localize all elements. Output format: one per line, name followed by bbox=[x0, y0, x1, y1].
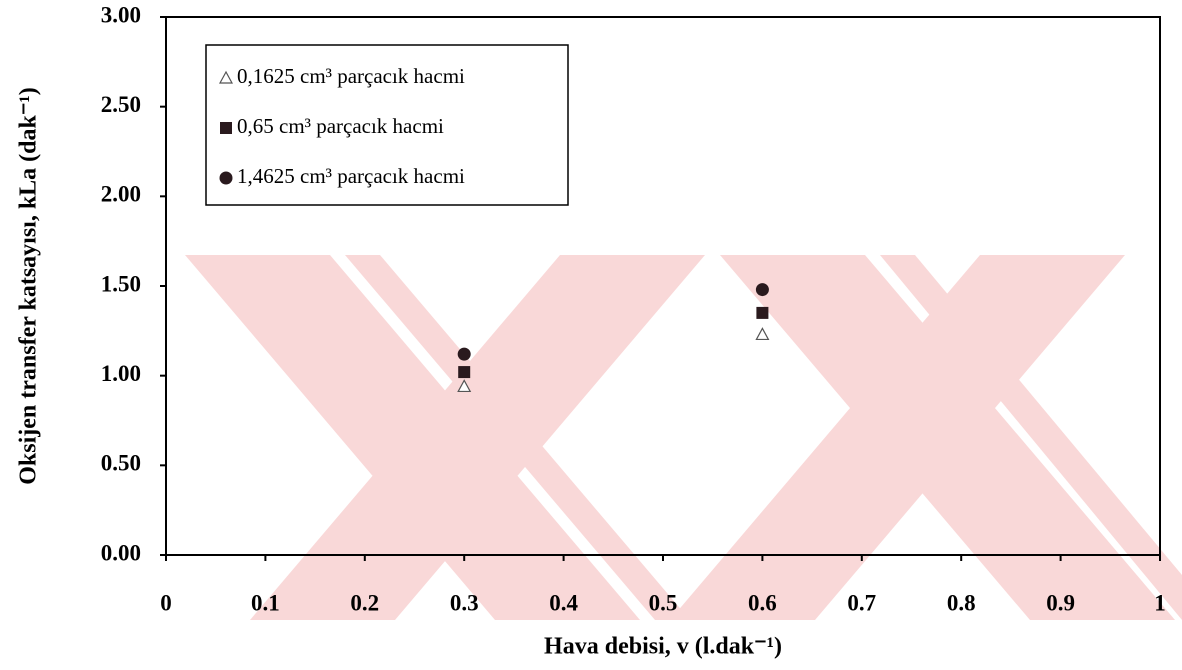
marker-circle bbox=[219, 171, 233, 185]
y-tick-label: 0.00 bbox=[101, 540, 141, 565]
legend-box bbox=[205, 44, 569, 206]
y-tick-label: 1.00 bbox=[101, 361, 141, 386]
y-tick-label: 0.50 bbox=[101, 451, 141, 476]
y-tick-label: 2.00 bbox=[101, 182, 141, 207]
marker-triangle bbox=[457, 379, 472, 393]
x-tick-label: 0.6 bbox=[748, 590, 777, 615]
legend-label: 1,4625 cm³ parçacık hacmi bbox=[237, 164, 465, 188]
marker-square bbox=[458, 366, 471, 379]
y-axis-title: Oksijen transfer katsayısı, kLa (dak⁻¹) bbox=[16, 87, 42, 484]
x-tick-label: 0.3 bbox=[450, 590, 479, 615]
legend-label: 0,1625 cm³ parçacık hacmi bbox=[237, 64, 465, 88]
x-tick-label: 0.2 bbox=[350, 590, 379, 615]
legend-label: 0,65 cm³ parçacık hacmi bbox=[237, 114, 444, 138]
x-tick-label: 0.7 bbox=[847, 590, 876, 615]
x-tick-label: 0.9 bbox=[1046, 590, 1075, 615]
x-tick-label: 0 bbox=[160, 590, 172, 615]
legend: 0,1625 cm³ parçacık hacmi 0,65 cm³ parçac… bbox=[205, 44, 569, 206]
marker-circle bbox=[755, 283, 769, 297]
y-tick-label: 2.50 bbox=[101, 92, 141, 117]
y-tick-label: 3.00 bbox=[101, 2, 141, 27]
x-tick-label: 0.1 bbox=[251, 590, 280, 615]
marker-triangle bbox=[218, 70, 234, 84]
x-tick-label: 0.4 bbox=[549, 590, 578, 615]
x-tick-label: 1 bbox=[1154, 590, 1166, 615]
marker-square bbox=[756, 306, 769, 319]
x-tick-label: 0.8 bbox=[947, 590, 976, 615]
x-axis-title: Hava debisi, v (l.dak⁻¹) bbox=[544, 634, 782, 660]
x-tick-label: 0.5 bbox=[649, 590, 678, 615]
watermark bbox=[185, 255, 1182, 620]
y-tick-label: 1.50 bbox=[101, 271, 141, 296]
marker-triangle bbox=[755, 327, 770, 341]
marker-square bbox=[220, 122, 232, 134]
marker-circle bbox=[457, 347, 471, 361]
